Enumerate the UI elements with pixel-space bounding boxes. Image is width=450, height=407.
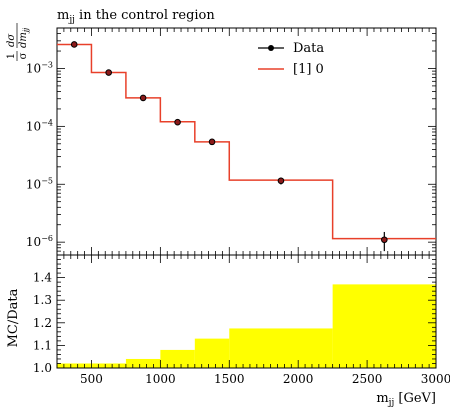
- x-tick-label-1500: 1500: [214, 372, 245, 386]
- y-tick-label-0: 10−3: [26, 60, 53, 75]
- legend-mc-label: [1] 0: [293, 62, 324, 77]
- svg-text:dσ: dσ: [6, 33, 17, 47]
- ratio-bar-3: [160, 349, 195, 368]
- data-point-2: [139, 94, 147, 102]
- x-tick-label-3000: 3000: [421, 372, 450, 386]
- ratio-bar-5: [229, 328, 333, 368]
- x-tick-label-2000: 2000: [283, 372, 314, 386]
- ratio-y-tick-label-1.2: 1.2: [33, 316, 52, 330]
- data-point-6: [381, 236, 388, 244]
- ratio-ylabel: MC/Data: [6, 288, 21, 347]
- ratio-bar-0: [57, 363, 92, 368]
- legend: Data [1] 0: [258, 41, 324, 77]
- ratio-y-tick-label-1.4: 1.4: [33, 271, 52, 285]
- main-frame: [56, 27, 437, 256]
- xlabel-main: m: [376, 391, 388, 406]
- legend-data-marker: [268, 45, 274, 51]
- ratio-bar-2: [125, 358, 161, 368]
- svg-text:σ: σ: [18, 52, 29, 59]
- x-tick-label-2500: 2500: [352, 372, 383, 386]
- ratio-bar-1: [91, 363, 126, 368]
- xlabel-sub: jj: [388, 398, 395, 407]
- ratio-bar-6: [332, 284, 436, 368]
- y-tick-label-3: 10−6: [26, 234, 53, 249]
- ratio-frame: [56, 254, 437, 369]
- svg-text:1: 1: [6, 53, 17, 59]
- data-point-3: [174, 118, 181, 126]
- ratio-plot-panel: 500 1000 1500 2000 2500 3000 1.0 1.1 1.2 1.3 1.4: [33, 254, 450, 386]
- y-tick-label-2: 10−5: [26, 176, 53, 191]
- chart-title: mjj in the control region: [57, 8, 215, 25]
- xlabel-rest: [GeV]: [394, 391, 436, 406]
- title-rest: in the control region: [75, 8, 215, 23]
- svg-text:dmjj: dmjj: [18, 27, 30, 48]
- ratio-y-tick-label-1.3: 1.3: [33, 293, 52, 307]
- x-tick-label-1000: 1000: [145, 372, 176, 386]
- ratio-y-tick-label-1.1: 1.1: [33, 338, 52, 352]
- title-sub: jj: [68, 15, 75, 25]
- xaxis-label: mjj [GeV]: [376, 391, 436, 407]
- legend-data-label: Data: [293, 41, 324, 56]
- ratio-y-tick-label-1.0: 1.0: [33, 361, 52, 375]
- data-point-0: [70, 41, 78, 48]
- x-tick-label-500: 500: [80, 372, 103, 386]
- ratio-bar-4: [194, 338, 230, 368]
- title-main: m: [57, 8, 69, 23]
- data-point-1: [105, 69, 112, 76]
- mc-step-line: [57, 43, 436, 240]
- data-point-5: [277, 177, 285, 185]
- data-point-4: [208, 138, 216, 146]
- main-ylabel: 1 σ dσ dmjj: [6, 23, 30, 61]
- main-plot-panel: 10−3 10−4 10−5 10−6: [26, 27, 437, 256]
- y-tick-label-1: 10−4: [26, 118, 53, 133]
